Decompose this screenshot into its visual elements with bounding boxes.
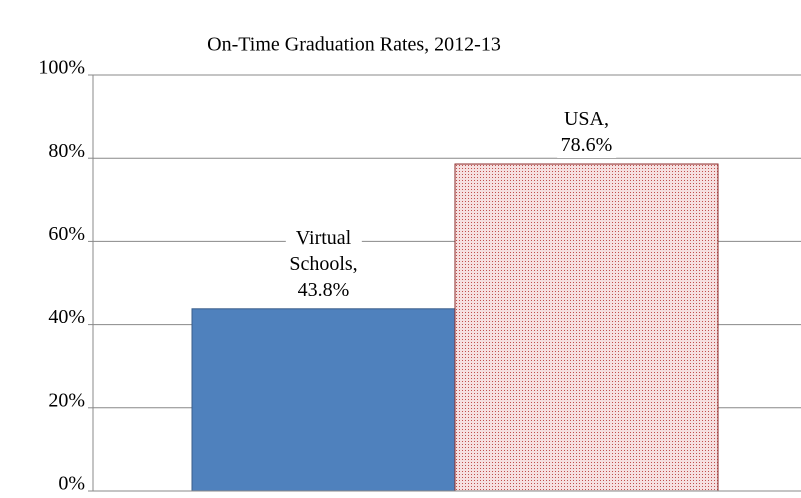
y-tick-label: 100% xyxy=(38,57,85,79)
data-label: Virtual Schools, 43.8% xyxy=(285,224,362,303)
chart-title: On-Time Graduation Rates, 2012-13 xyxy=(207,34,501,56)
bar xyxy=(191,308,456,492)
y-tick-label: 20% xyxy=(48,389,85,411)
y-tick-label: 0% xyxy=(58,473,85,495)
y-tick-label: 40% xyxy=(48,306,85,328)
data-label: USA, 78.6% xyxy=(556,106,617,159)
y-tick-label: 60% xyxy=(48,223,85,245)
bar xyxy=(454,163,719,492)
y-tick-label: 80% xyxy=(48,140,85,162)
